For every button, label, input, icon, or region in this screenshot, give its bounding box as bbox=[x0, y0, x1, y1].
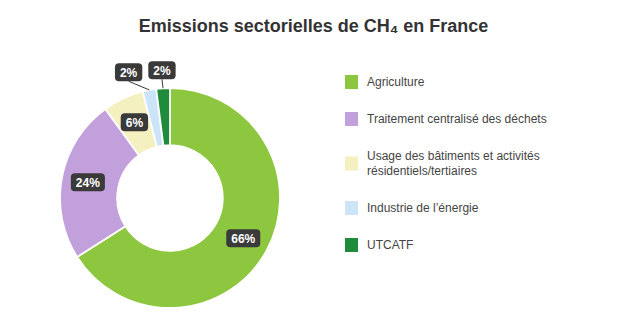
legend-label-line: Agriculture bbox=[367, 75, 425, 89]
legend-label-line: Usage des bâtiments et activités bbox=[367, 149, 540, 163]
slices bbox=[60, 88, 280, 308]
legend-label: UTCATF bbox=[367, 238, 413, 252]
legend-label: Usage des bâtiments et activitésrésident… bbox=[367, 149, 540, 178]
leader-line bbox=[129, 81, 150, 90]
legend-swatch bbox=[345, 75, 358, 89]
legend-label: Agriculture bbox=[367, 75, 425, 89]
data-label: 24% bbox=[76, 176, 100, 190]
data-label-box bbox=[226, 229, 260, 247]
slice bbox=[156, 88, 170, 146]
legend-label: Traitement centralisé des déchets bbox=[367, 112, 547, 126]
legend-swatch bbox=[345, 201, 358, 215]
legend-swatch bbox=[345, 112, 358, 126]
data-label-box bbox=[121, 113, 148, 131]
legend-label-line: Traitement centralisé des déchets bbox=[367, 112, 547, 126]
legend-label-line: résidentiels/tertiaires bbox=[367, 164, 477, 178]
legend-swatch bbox=[345, 157, 358, 171]
data-label: 6% bbox=[126, 116, 144, 130]
legend-label-line: Industrie de l’énergie bbox=[367, 201, 479, 215]
legend-swatch bbox=[345, 238, 358, 252]
data-label: 2% bbox=[153, 64, 171, 78]
data-label-box bbox=[148, 61, 175, 79]
legend-label: Industrie de l’énergie bbox=[367, 201, 479, 215]
legend: Agriculture Traitement centralisé des déc… bbox=[345, 75, 547, 252]
data-label: 2% bbox=[120, 66, 138, 80]
title: Emissions sectorielles de CH₄ en France bbox=[139, 16, 489, 36]
leader-line bbox=[162, 79, 163, 88]
data-labels: 66% 24% 6% 2% 2% bbox=[71, 61, 260, 247]
data-label-box bbox=[115, 63, 142, 81]
chart: Emissions sectorielles de CH₄ en France 6… bbox=[0, 0, 627, 323]
legend-label-line: UTCATF bbox=[367, 238, 413, 252]
data-label-box bbox=[71, 173, 105, 191]
data-label: 66% bbox=[231, 232, 255, 246]
